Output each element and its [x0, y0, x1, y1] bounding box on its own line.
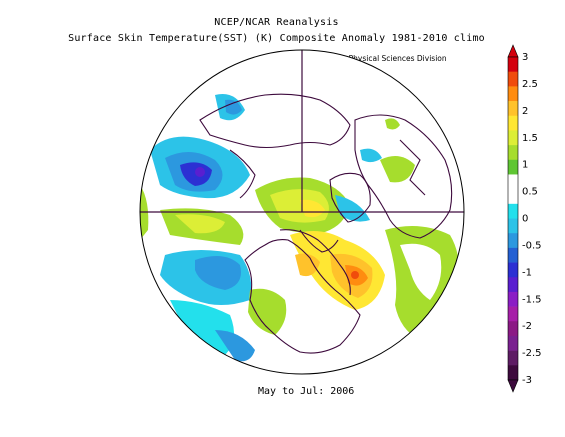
- colorbar-swatch: [508, 101, 518, 117]
- colorbar-swatch: [508, 145, 518, 161]
- colorbar-tick-label: -1.5: [522, 294, 542, 305]
- colorbar-tick-label: 2: [522, 106, 528, 117]
- colorbar-swatch: [508, 233, 518, 249]
- colorbar-swatch: [508, 365, 518, 381]
- colorbar-swatch: [508, 262, 518, 278]
- credit-label: NOAA/ESRL Physical Sciences Division: [303, 54, 447, 63]
- colorbar-swatch: [508, 57, 518, 72]
- colorbar-swatch: [508, 335, 518, 351]
- map-title: NCEP/NCAR Reanalysis: [214, 17, 339, 28]
- colorbar-tick-label: -2: [522, 321, 532, 332]
- period-label: May to Jul: 2006: [258, 386, 355, 397]
- colorbar-swatch: [508, 218, 518, 234]
- colorbar-swatch: [508, 86, 518, 102]
- colorbar-swatch: [508, 174, 518, 190]
- colorbar-tick-label: -2.5: [522, 348, 542, 359]
- colorbar-swatch: [508, 71, 518, 87]
- colorbar-tick-label: 3: [522, 52, 528, 63]
- map-subtitle: Surface Skin Temperature(SST) (K) Compos…: [68, 33, 485, 44]
- coastlines: [199, 93, 453, 354]
- colorbar-tick-label: 2.5: [522, 79, 538, 90]
- colorbar-swatch: [508, 321, 518, 337]
- map-boundary: [139, 49, 465, 375]
- colorbar-arrow-bottom: [507, 379, 519, 393]
- colorbar-tick-label: 0: [522, 214, 528, 225]
- colorbar: 3 2.5 2 1.5 1 0.5 0 -0.5 -1 -1.5 -2 -2.5 -3: [507, 44, 542, 393]
- anomaly-field: [140, 50, 464, 374]
- colorbar-tick-label: 1: [522, 160, 528, 171]
- colorbar-swatch: [508, 130, 518, 146]
- colorbar-swatch: [508, 159, 518, 175]
- colorbar-swatch: [508, 189, 518, 205]
- colorbar-tick-label: 1.5: [522, 133, 538, 144]
- colorbar-swatch: [508, 350, 518, 366]
- colorbar-swatch: [508, 277, 518, 293]
- colorbar-swatch: [508, 306, 518, 322]
- colorbar-tick-label: -0.5: [522, 240, 542, 251]
- colorbar-arrow-top: [507, 44, 519, 58]
- colorbar-swatch: [508, 115, 518, 131]
- colorbar-swatch: [508, 203, 518, 219]
- colorbar-swatch: [508, 291, 518, 307]
- colorbar-tick-label: -1: [522, 267, 532, 278]
- colorbar-tick-label: -3: [522, 375, 532, 386]
- colorbar-swatch: [508, 247, 518, 263]
- colorbar-tick-label: 0.5: [522, 187, 538, 198]
